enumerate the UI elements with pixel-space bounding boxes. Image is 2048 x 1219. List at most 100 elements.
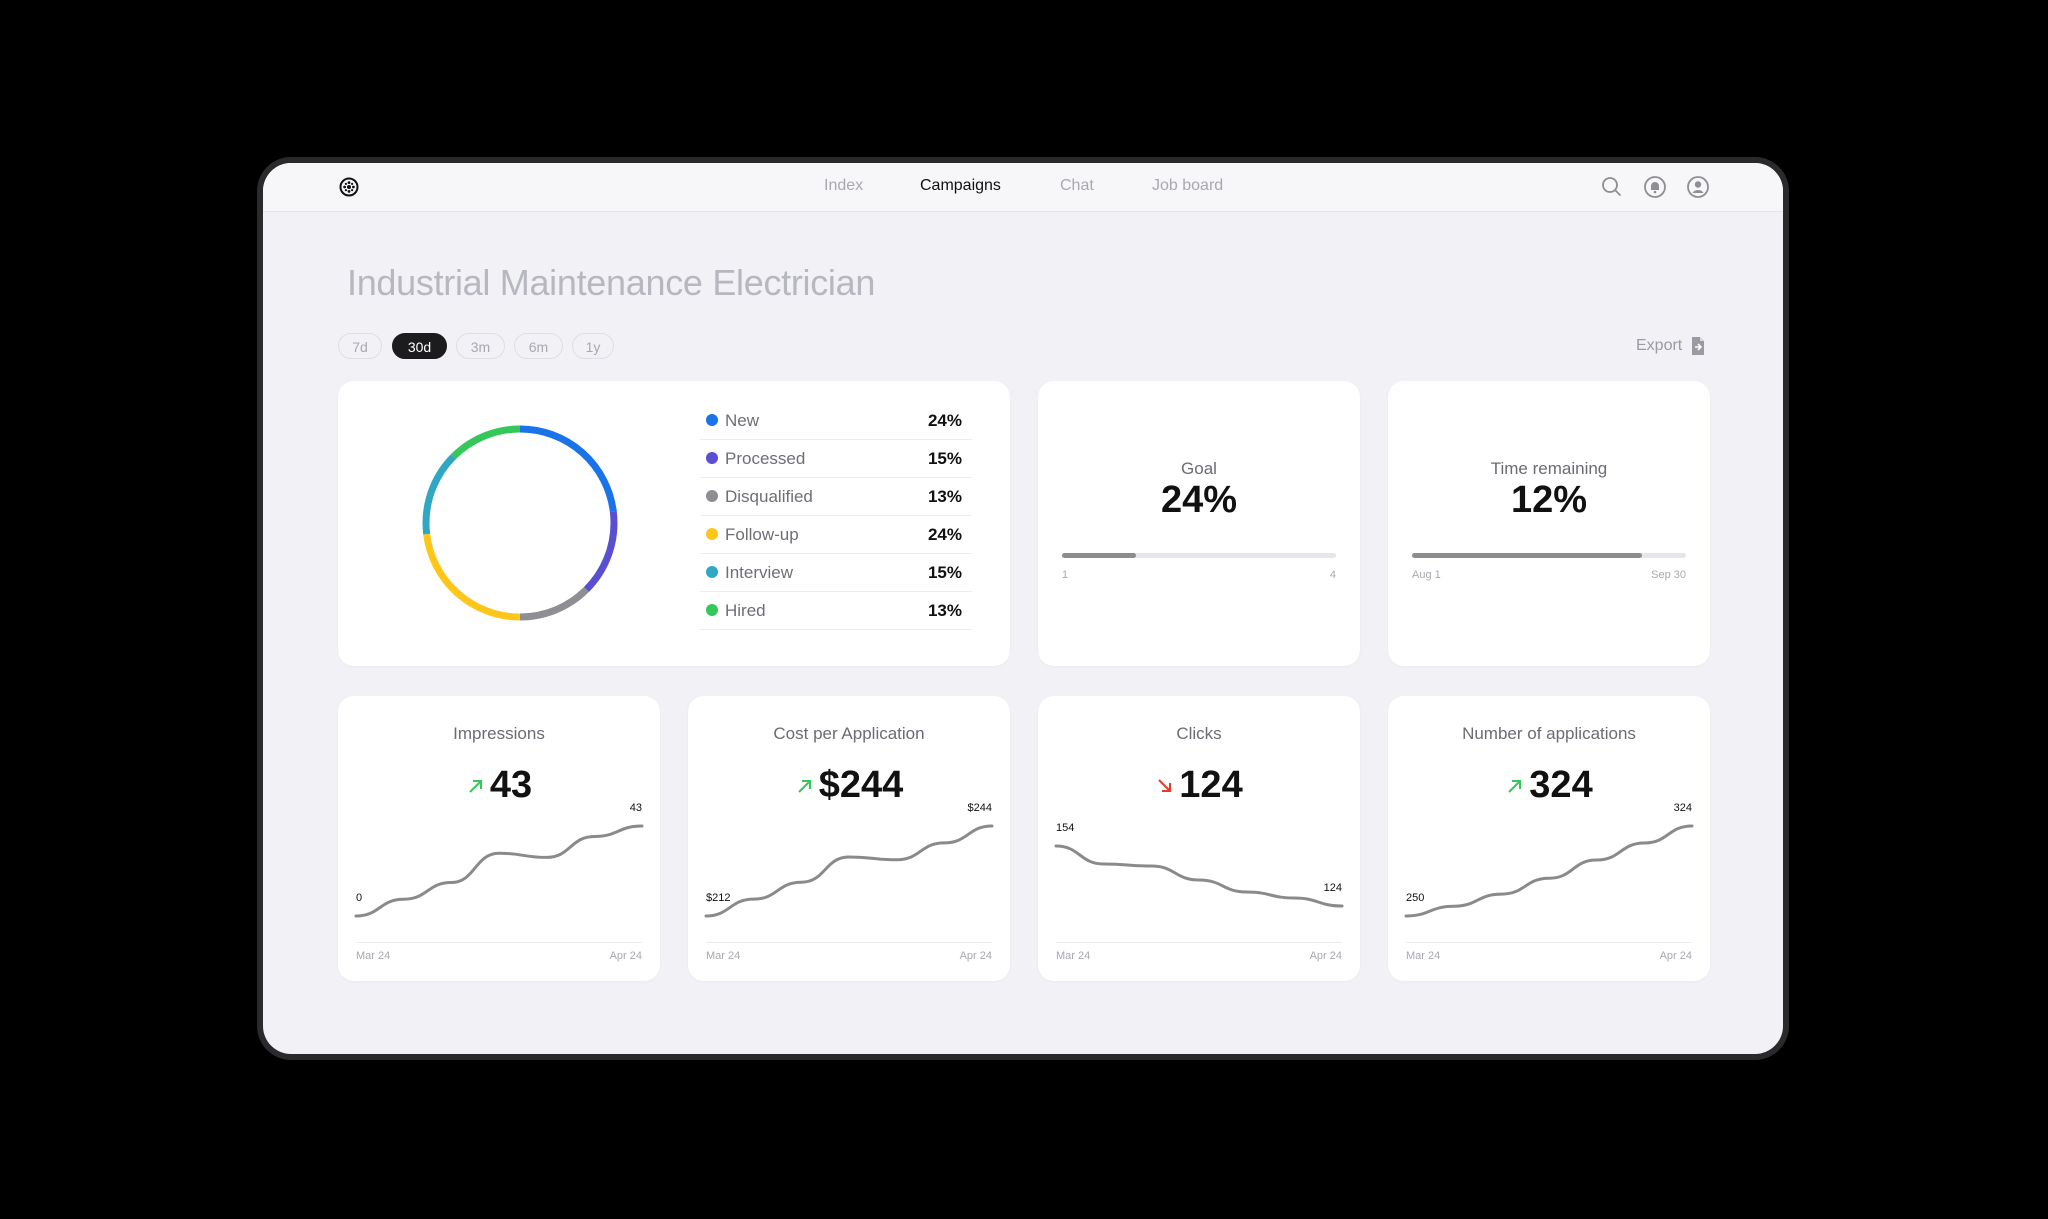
metric-value: 324 (1529, 764, 1593, 806)
metric-value: 43 (489, 764, 533, 806)
export-file-icon[interactable] (1689, 336, 1707, 356)
trend-up-arrow-icon (798, 779, 811, 793)
time-remaining-value: 12% (1510, 479, 1588, 521)
sparkline-chart (1054, 844, 1344, 908)
legend-dot (706, 452, 718, 464)
metric-card-impressions: Impressions 43 0 43 Mar 24 Apr 24 (338, 696, 660, 981)
sparkline-baseline (1406, 942, 1692, 943)
nav-campaigns[interactable]: Campaigns (920, 177, 1001, 194)
nav-chat[interactable]: Chat (1060, 177, 1094, 194)
x-axis-end-label: Apr 24 (959, 950, 992, 962)
legend-label: Disqualified (725, 487, 813, 506)
legend-row-processed: Processed 15% (700, 439, 972, 478)
sparkline-end-label: 324 (1673, 802, 1692, 814)
logo-icon[interactable] (338, 176, 360, 198)
legend-dot (706, 414, 718, 426)
goal-value: 24% (1160, 479, 1238, 521)
range-1y[interactable]: 1y (572, 333, 614, 359)
sparkline-series (1404, 824, 1694, 918)
legend-row-new: New 24% (700, 401, 972, 440)
x-axis-start-label: Mar 24 (356, 950, 391, 962)
metric-value-group: 324 (1505, 764, 1593, 807)
donut-segment-processed (422, 425, 618, 621)
legend-dot (706, 490, 718, 502)
metric-value: 124 (1179, 764, 1243, 806)
sparkline-end-label: 43 (629, 802, 642, 814)
sparkline-baseline (706, 942, 992, 943)
status-donut-chart (422, 425, 618, 621)
goal-axis-end: 4 (1329, 569, 1336, 581)
sparkline-start-label: 0 (356, 892, 363, 904)
metric-value-group: 124 (1155, 764, 1243, 807)
legend-dot (706, 528, 718, 540)
x-axis-end-label: Apr 24 (1659, 950, 1692, 962)
goal-label: Goal (1181, 459, 1217, 478)
sparkline-start-label: $212 (706, 892, 731, 904)
metric-value-row: $244 (688, 764, 1010, 814)
sparkline-end-label: $244 (967, 802, 992, 814)
metric-value-row: 124 (1038, 764, 1360, 814)
range-3m[interactable]: 3m (456, 333, 505, 359)
legend-dot (706, 604, 718, 616)
nav-job-board[interactable]: Job board (1152, 177, 1224, 194)
range-6m[interactable]: 6m (514, 333, 563, 359)
nav-index[interactable]: Index (824, 177, 864, 194)
sparkline-chart (704, 824, 994, 918)
donut-segment-hired (422, 425, 618, 621)
metric-value: $244 (818, 764, 904, 806)
top-navigation-bar: Index Campaigns Chat Job board (263, 163, 1783, 212)
goal-progress-track (1062, 553, 1336, 558)
user-icon[interactable] (1685, 174, 1711, 200)
sparkline-baseline (356, 942, 642, 943)
legend-value: 24% (927, 525, 962, 544)
metric-label: Number of applications (1462, 724, 1636, 743)
range-30d[interactable]: 30d (392, 333, 447, 359)
x-axis-end-label: Apr 24 (1309, 950, 1342, 962)
x-axis-start-label: Mar 24 (1406, 950, 1441, 962)
goal-card: Goal 24% 1 4 (1038, 381, 1360, 666)
legend-value: 15% (927, 449, 962, 468)
legend-row-follow-up: Follow-up 24% (700, 515, 972, 554)
metric-card-number-of-applications: Number of applications 324 250 324 Mar 24 Apr… (1388, 696, 1710, 981)
legend-row-disqualified: Disqualified 13% (700, 477, 972, 516)
metric-card-clicks: Clicks 124 154 124 Mar 24 Apr 24 (1038, 696, 1360, 981)
trend-down-arrow-icon (1158, 778, 1172, 792)
sparkline-start-label: 154 (1056, 822, 1075, 834)
legend-dot (706, 566, 718, 578)
legend-value: 24% (927, 411, 962, 430)
sparkline-series (1054, 844, 1344, 908)
legend-value: 15% (927, 563, 962, 582)
search-icon[interactable] (1599, 174, 1625, 200)
x-axis-start-label: Mar 24 (1056, 950, 1091, 962)
bell-icon[interactable] (1642, 174, 1668, 200)
sparkline-series (354, 824, 644, 918)
time-axis-start: Aug 1 (1412, 569, 1441, 581)
sparkline-series (704, 824, 994, 918)
page-title: Industrial Maintenance Electrician (347, 262, 876, 303)
legend-label: Processed (725, 449, 806, 468)
metric-card-cost-per-application: Cost per Application $244 $212 $244 Mar 24 Ap… (688, 696, 1010, 981)
x-axis-start-label: Mar 24 (706, 950, 741, 962)
metric-label: Impressions (453, 724, 545, 743)
trend-up-arrow-icon (469, 779, 482, 793)
metric-value-row: 43 (338, 764, 660, 814)
sparkline-chart (1404, 824, 1694, 918)
sparkline-chart (354, 824, 644, 918)
goal-axis-start: 1 (1062, 569, 1069, 581)
donut-segment-interview (422, 425, 618, 621)
sparkline-end-label: 124 (1323, 882, 1342, 894)
trend-up-arrow-icon (1508, 779, 1522, 793)
app-screen: Index Campaigns Chat Job board Industria… (263, 163, 1783, 1054)
donut-segment-disqualified (422, 425, 618, 621)
export-button[interactable]: Export (1636, 337, 1683, 354)
legend-label: Hired (725, 601, 766, 620)
legend-value: 13% (927, 487, 962, 506)
legend-value: 13% (927, 601, 962, 620)
metric-label: Clicks (1176, 724, 1222, 743)
time-axis-end: Sep 30 (1651, 569, 1686, 581)
sparkline-start-label: 250 (1406, 892, 1425, 904)
range-7d[interactable]: 7d (338, 333, 382, 359)
status-breakdown-card: New 24% Processed 15% Disqualified 13% Follow-… (338, 381, 1010, 666)
metric-value-row: 324 (1388, 764, 1710, 814)
legend-label: New (725, 411, 760, 430)
